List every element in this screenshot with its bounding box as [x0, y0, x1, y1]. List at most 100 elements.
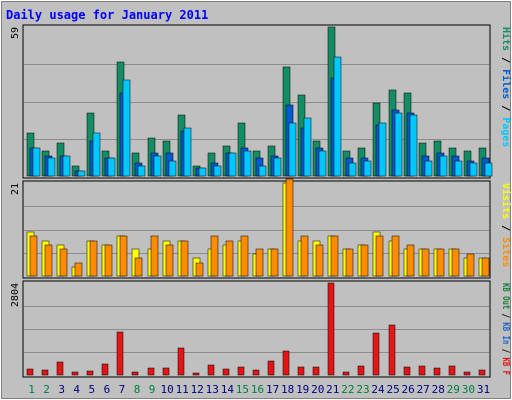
bar-kb-f-day-9: [147, 367, 155, 376]
bar-kb-f-day-30: [463, 371, 471, 376]
bar-kb-f-day-7: [116, 331, 124, 376]
bar-sites-day-14: [225, 240, 234, 277]
day-label-7: 7: [119, 383, 126, 396]
bar-sites-day-17: [270, 248, 279, 277]
bar-sites-day-23: [360, 244, 369, 277]
bar-kb-f-day-15: [237, 366, 245, 376]
day-label-6: 6: [104, 383, 111, 396]
bar-pages-day-12: [198, 167, 207, 177]
day-label-23: 23: [356, 383, 369, 396]
bar-pages-day-10: [168, 160, 177, 177]
y-max-label: 59: [10, 27, 21, 39]
bar-sites-day-12: [195, 262, 204, 277]
bar-pages-day-25: [394, 112, 403, 177]
bar-pages-day-17: [273, 157, 282, 177]
bar-kb-f-day-22: [342, 371, 350, 376]
day-label-10: 10: [160, 383, 173, 396]
bar-sites-day-18: [285, 178, 294, 277]
bar-sites-day-30: [466, 253, 475, 277]
bar-kb-f-day-29: [448, 365, 456, 376]
day-label-2: 2: [43, 383, 50, 396]
bar-kb-f-day-3: [56, 361, 64, 376]
chart-panels: 59 Hits / Files / Pages 21 Visits / Sites 28…: [10, 24, 512, 378]
bar-kb-f-day-6: [101, 363, 109, 376]
bar-sites-day-1: [29, 235, 38, 277]
day-label-5: 5: [88, 383, 95, 396]
day-label-28: 28: [432, 383, 445, 396]
bar-kb-f-day-23: [357, 365, 365, 376]
bar-sites-day-8: [134, 257, 143, 277]
bar-kb-f-day-11: [177, 347, 185, 376]
panel-legend: Visits / Sites: [500, 183, 512, 267]
legend-entry: Hits: [500, 27, 512, 51]
bar-pages-day-11: [183, 127, 192, 177]
bar-pages-day-18: [288, 122, 297, 177]
day-label-14: 14: [221, 383, 235, 396]
bar-sites-day-28: [436, 248, 445, 277]
bar-pages-day-3: [62, 155, 71, 177]
bar-pages-day-14: [228, 152, 237, 177]
bar-pages-day-5: [92, 132, 101, 177]
bar-pages-day-7: [122, 79, 131, 177]
bar-pages-day-29: [454, 160, 463, 177]
bar-kb-f-day-10: [162, 367, 170, 376]
legend-entry: KB In: [500, 322, 511, 344]
bar-pages-day-9: [153, 155, 162, 177]
bar-sites-day-26: [406, 244, 415, 277]
day-label-20: 20: [311, 383, 324, 396]
bar-kb-f-day-18: [282, 350, 290, 376]
bar-kb-f-day-14: [222, 368, 230, 376]
bar-sites-day-21: [330, 235, 339, 277]
bar-pages-day-20: [318, 150, 327, 177]
bar-sites-day-24: [375, 235, 384, 277]
day-label-18: 18: [281, 383, 294, 396]
bar-sites-day-10: [165, 244, 174, 277]
legend-entry: Pages: [500, 117, 511, 147]
day-label-21: 21: [326, 383, 339, 396]
y-max-label: 2804: [10, 283, 21, 307]
legend-separator: /: [500, 309, 511, 322]
bar-kb-f-day-12: [192, 372, 200, 376]
bar-sites-day-7: [119, 235, 128, 277]
bar-pages-day-15: [243, 150, 252, 177]
bar-pages-day-19: [303, 117, 312, 177]
bar-pages-day-13: [213, 165, 222, 177]
day-label-19: 19: [296, 383, 309, 396]
bar-kb-f-day-24: [372, 332, 380, 376]
bar-pages-day-8: [137, 165, 146, 177]
bar-sites-day-6: [104, 244, 113, 277]
legend-separator: /: [500, 99, 511, 117]
y-max-label: 21: [10, 183, 21, 195]
legend-entry: Sites: [500, 237, 512, 267]
legend-entry: Visits: [500, 183, 512, 219]
bar-kb-f-day-4: [71, 371, 79, 376]
bar-pages-day-23: [363, 160, 372, 177]
bar-pages-day-2: [47, 157, 56, 177]
day-label-12: 12: [191, 383, 204, 396]
day-label-27: 27: [417, 383, 430, 396]
bar-pages-day-1: [32, 147, 41, 177]
bar-kb-f-day-20: [312, 366, 320, 376]
bar-pages-day-27: [424, 160, 433, 177]
bar-pages-day-24: [378, 122, 387, 177]
day-label-29: 29: [447, 383, 460, 396]
panel-kbytes: 2804 KB Out / KB In / KB F: [10, 280, 511, 378]
bar-pages-day-21: [333, 56, 342, 177]
bar-kb-f-day-16: [252, 369, 260, 376]
day-label-4: 4: [73, 383, 80, 396]
bar-pages-day-30: [469, 162, 478, 177]
bar-sites-day-13: [210, 235, 219, 277]
legend-separator: /: [500, 219, 511, 237]
bar-sites-day-20: [315, 244, 324, 277]
bar-kb-f-day-8: [131, 371, 139, 376]
bar-kb-f-day-1: [26, 368, 34, 376]
bar-pages-day-6: [107, 157, 116, 177]
bar-pages-day-26: [409, 114, 418, 177]
bar-kb-f-day-17: [267, 360, 275, 376]
panel-legend: Hits / Files / Pages: [500, 27, 512, 147]
bar-sites-day-11: [180, 240, 189, 277]
day-label-15: 15: [236, 383, 249, 396]
legend-entry: KB F: [500, 357, 511, 375]
bar-kb-f-day-13: [207, 364, 215, 376]
